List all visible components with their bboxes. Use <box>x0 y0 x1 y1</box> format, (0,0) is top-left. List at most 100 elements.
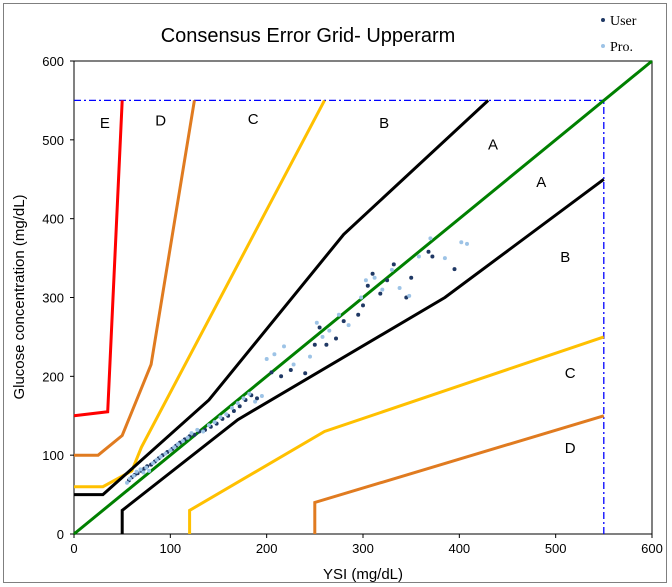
point-pro <box>134 469 139 474</box>
point-pro <box>459 240 464 245</box>
point-pro <box>327 328 332 333</box>
y-tick-label: 300 <box>42 291 64 306</box>
point-pro <box>259 394 264 398</box>
point-user <box>324 342 329 347</box>
zone-label-c: C <box>248 111 259 128</box>
point-user <box>378 291 383 296</box>
x-axis-label: YSI (mg/dL) <box>323 566 403 583</box>
point-user <box>334 336 338 341</box>
point-pro <box>442 256 447 261</box>
point-user <box>288 368 293 372</box>
point-pro <box>147 468 152 473</box>
y-axis-label: Glucose concentration (mg/dL) <box>11 194 28 399</box>
point-pro <box>346 323 351 328</box>
point-pro <box>224 412 229 417</box>
point-pro <box>163 451 168 456</box>
zone-label-c: C <box>565 365 576 382</box>
point-user <box>426 249 431 254</box>
point-pro <box>336 312 341 317</box>
point-pro <box>168 448 173 453</box>
point-user <box>341 319 346 324</box>
zone-label-a: A <box>536 174 546 191</box>
point-pro <box>314 320 319 325</box>
point-pro <box>180 439 185 443</box>
point-pro <box>320 334 325 339</box>
point-user <box>279 374 284 379</box>
zone-d-boundary-0 <box>73 100 124 418</box>
point-user <box>409 275 414 280</box>
zone-label-d: D <box>155 113 166 130</box>
point-user <box>391 262 396 267</box>
point-user <box>303 371 308 376</box>
point-pro <box>291 362 296 367</box>
point-pro <box>185 435 190 440</box>
zone-a-boundary-1 <box>120 178 605 534</box>
point-pro <box>308 354 312 359</box>
point-pro <box>407 293 412 298</box>
point-pro <box>141 470 146 475</box>
point-pro <box>372 275 377 280</box>
y-tick-label: 400 <box>42 212 64 227</box>
zone-label-b: B <box>379 115 389 132</box>
point-pro <box>127 476 132 481</box>
y-tick-label: 500 <box>42 133 64 148</box>
legend-label-pro: Pro. <box>610 40 633 55</box>
point-user <box>370 271 375 276</box>
point-user <box>430 254 435 259</box>
point-pro <box>189 431 194 436</box>
x-tick-label: 100 <box>159 541 181 556</box>
chart-title: Consensus Error Grid- Upperarm <box>161 25 456 47</box>
point-user <box>312 342 317 347</box>
point-pro <box>154 457 159 462</box>
point-pro <box>272 352 277 357</box>
point-user <box>452 267 457 272</box>
legend-marker-user <box>601 18 605 22</box>
zone-c-boundary-0 <box>74 100 196 457</box>
point-pro <box>397 286 402 290</box>
point-pro <box>235 401 240 406</box>
point-pro <box>125 480 129 485</box>
point-pro <box>247 391 252 396</box>
point-pro <box>359 295 364 300</box>
point-pro <box>218 415 223 420</box>
point-user <box>269 370 274 375</box>
y-tick-label: 0 <box>57 527 64 542</box>
point-pro <box>389 267 394 272</box>
point-user <box>385 278 390 283</box>
point-pro <box>465 241 469 246</box>
zone-b-boundary-0 <box>74 99 326 489</box>
point-user <box>365 283 370 288</box>
point-pro <box>416 254 421 259</box>
y-tick-label: 600 <box>42 54 64 69</box>
legend-label-user: User <box>610 14 637 29</box>
point-pro <box>264 357 269 361</box>
point-pro <box>144 465 149 470</box>
point-pro <box>282 344 286 349</box>
point-pro <box>158 454 163 459</box>
zone-a-boundary-0 <box>74 99 490 497</box>
point-pro <box>428 236 433 241</box>
y-tick-label: 100 <box>42 448 64 463</box>
zone-label-b: B <box>560 249 570 266</box>
point-pro <box>176 442 180 447</box>
point-pro <box>230 405 234 410</box>
x-tick-label: 0 <box>70 541 77 556</box>
y-tick-label: 200 <box>42 369 64 384</box>
point-user <box>361 303 365 308</box>
point-pro <box>151 461 155 466</box>
x-tick-label: 400 <box>448 541 470 556</box>
point-user <box>255 396 259 401</box>
x-tick-label: 500 <box>545 541 567 556</box>
point-pro <box>380 287 385 292</box>
point-pro <box>206 423 211 428</box>
point-pro <box>363 278 368 283</box>
point-user <box>231 409 236 413</box>
zone-label-d: D <box>565 440 576 457</box>
point-user <box>356 312 361 317</box>
x-tick-label: 600 <box>641 541 663 556</box>
point-pro <box>195 427 200 432</box>
x-tick-label: 300 <box>352 541 374 556</box>
point-pro <box>241 396 246 401</box>
point-user <box>317 325 322 330</box>
